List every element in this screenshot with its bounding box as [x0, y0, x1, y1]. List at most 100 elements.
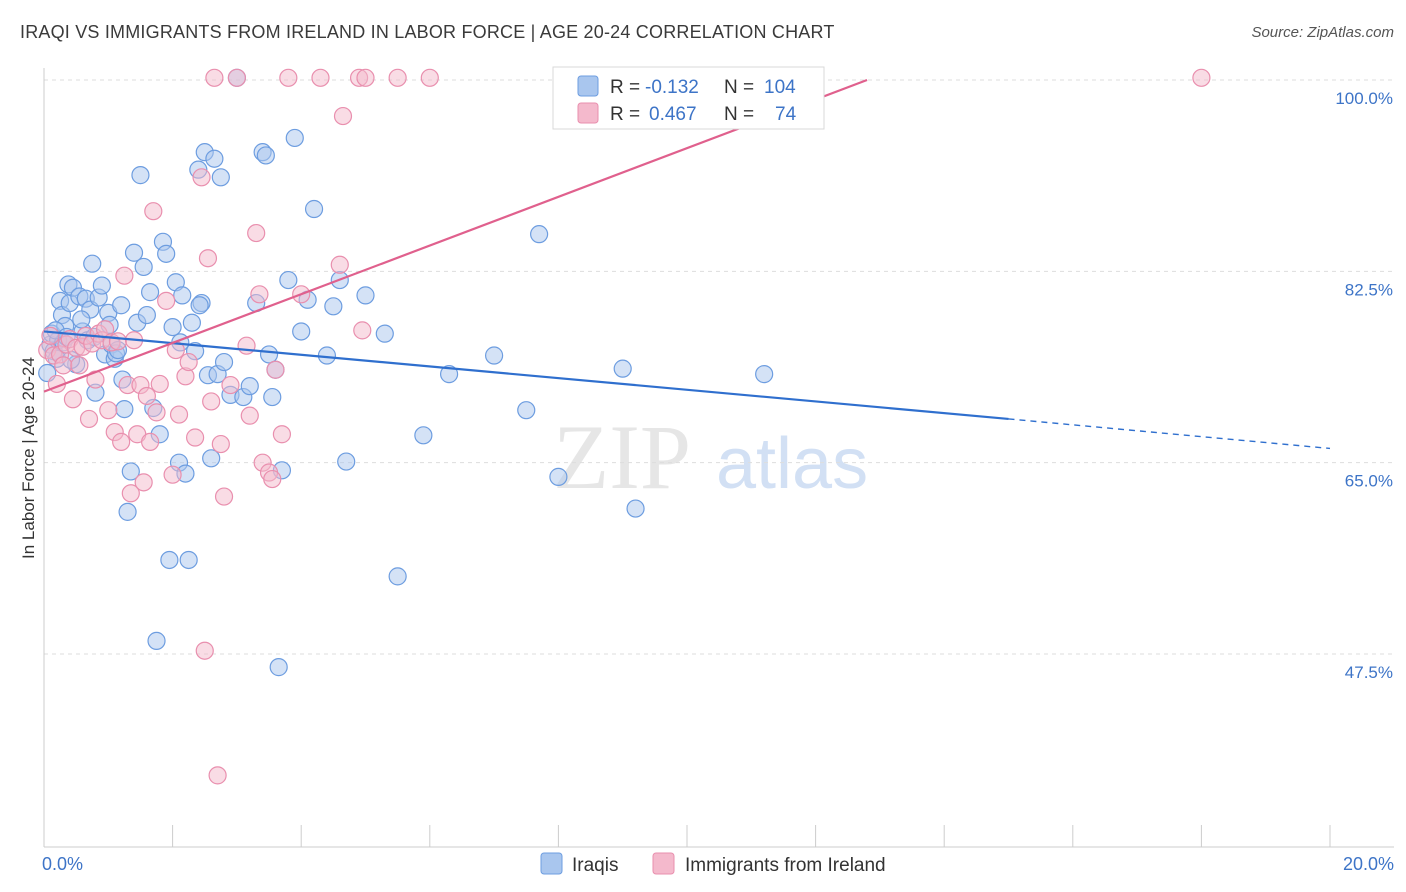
ireland-point	[137, 386, 156, 406]
iraqis-point	[304, 199, 324, 219]
iraqis-trend-line	[43, 330, 1009, 421]
iraqis-point	[202, 449, 221, 468]
ireland-point	[356, 68, 375, 87]
iraqis-point	[112, 296, 131, 315]
iraqis-trend-extension	[1008, 418, 1331, 450]
iraqis-point	[279, 270, 298, 290]
legend-n-label-2: N =	[724, 104, 754, 125]
ireland-point	[157, 291, 176, 310]
iraqis-point	[613, 359, 632, 378]
legend-r-label-1: R =	[610, 77, 640, 98]
iraqis-point	[190, 296, 209, 315]
legend-swatch-ireland	[577, 102, 599, 124]
series-iraqis-points	[38, 68, 774, 677]
iraqis-point	[292, 322, 311, 341]
watermark-atlas: atlas	[716, 424, 868, 504]
iraqis-point	[115, 399, 134, 419]
legend-n-value-2: 74	[775, 104, 797, 125]
ireland-point	[198, 249, 218, 268]
ireland-point	[108, 332, 128, 351]
ireland-point	[115, 266, 134, 285]
ireland-point	[134, 473, 153, 492]
ireland-point	[163, 465, 182, 484]
iraqis-point	[205, 149, 224, 168]
chart-title: IRAQI VS IMMIGRANTS FROM IRELAND IN LABO…	[20, 22, 835, 42]
ireland-point	[214, 487, 234, 506]
x-tick-labels: 0.0% 20.0%	[42, 854, 1394, 874]
y-tick-label: 65.0%	[1345, 472, 1393, 491]
ireland-point	[250, 285, 269, 304]
iraqis-point	[256, 146, 275, 165]
legend-r-label-2: R =	[610, 104, 640, 125]
legend-r-value-1: -0.132	[645, 77, 699, 98]
ireland-point	[263, 469, 282, 489]
iraqis-point	[182, 313, 201, 332]
ireland-point	[227, 68, 246, 87]
iraqis-point	[83, 254, 102, 273]
iraqis-point	[179, 550, 198, 570]
iraqis-point	[285, 128, 304, 148]
axes	[43, 68, 1394, 848]
iraqis-point	[530, 225, 549, 244]
x-tick-label: 0.0%	[42, 854, 83, 874]
ireland-point	[41, 326, 60, 345]
iraqis-point	[375, 324, 394, 343]
source-credit: Source: ZipAtlas.com	[1251, 24, 1394, 41]
iraqis-point	[549, 467, 568, 486]
ireland-point	[330, 255, 349, 274]
iraqis-point	[626, 499, 645, 518]
ireland-point	[144, 202, 163, 221]
ireland-point	[211, 434, 230, 454]
iraqis-point	[517, 401, 536, 420]
iraqis-point	[211, 168, 230, 187]
iraqis-point	[439, 365, 459, 384]
watermark-zip: ZIP	[553, 406, 691, 508]
legend-swatch-iraqis	[577, 75, 599, 97]
ireland-point	[140, 432, 160, 451]
bottom-legend-swatch-iraqis	[540, 852, 563, 875]
ireland-point	[54, 356, 73, 375]
ireland-point	[266, 360, 285, 379]
iraqis-point	[134, 257, 153, 277]
bottom-legend-label-iraqis: Iraqis	[572, 855, 618, 876]
iraqis-point	[157, 244, 176, 263]
ireland-point	[70, 356, 89, 375]
ireland-point	[272, 425, 292, 444]
iraqis-point	[259, 345, 279, 364]
ireland-point	[79, 409, 99, 429]
legend-r-value-2: 0.467	[649, 104, 697, 125]
iraqis-point	[269, 658, 288, 677]
iraqis-point	[173, 286, 192, 305]
ireland-trend-line	[43, 78, 868, 393]
trend-lines	[43, 78, 1331, 450]
iraqis-point	[72, 310, 91, 329]
iraqis-point	[147, 631, 166, 650]
bottom-legend-swatch-ireland	[652, 852, 675, 875]
gridlines	[44, 79, 1394, 655]
ireland-point	[237, 336, 256, 355]
ireland-point	[353, 321, 372, 340]
ireland-point	[192, 168, 211, 187]
iraqis-point	[121, 462, 140, 481]
y-tick-label: 82.5%	[1345, 280, 1393, 299]
iraqis-point	[755, 365, 774, 384]
ireland-point	[147, 403, 166, 422]
iraqis-point	[163, 317, 182, 337]
ireland-point	[63, 390, 83, 409]
y-tick-label: 100.0%	[1335, 89, 1393, 108]
iraqis-point	[388, 567, 407, 586]
correlation-legend: R = -0.132 N = 104 R = 0.467 N = 74	[552, 66, 825, 130]
ireland-point	[195, 641, 214, 660]
iraqis-point	[337, 452, 356, 471]
bottom-legend-label-ireland: Immigrants from Ireland	[685, 855, 886, 876]
series-ireland-points	[38, 68, 1211, 785]
ireland-point	[112, 432, 131, 451]
iraqis-point	[131, 166, 150, 185]
iraqis-point	[118, 502, 137, 521]
legend-n-value-1: 104	[764, 77, 796, 98]
iraqis-point	[356, 286, 375, 305]
ireland-point	[99, 401, 118, 420]
iraqis-point	[137, 305, 156, 325]
watermark: ZIP atlas	[553, 406, 868, 508]
